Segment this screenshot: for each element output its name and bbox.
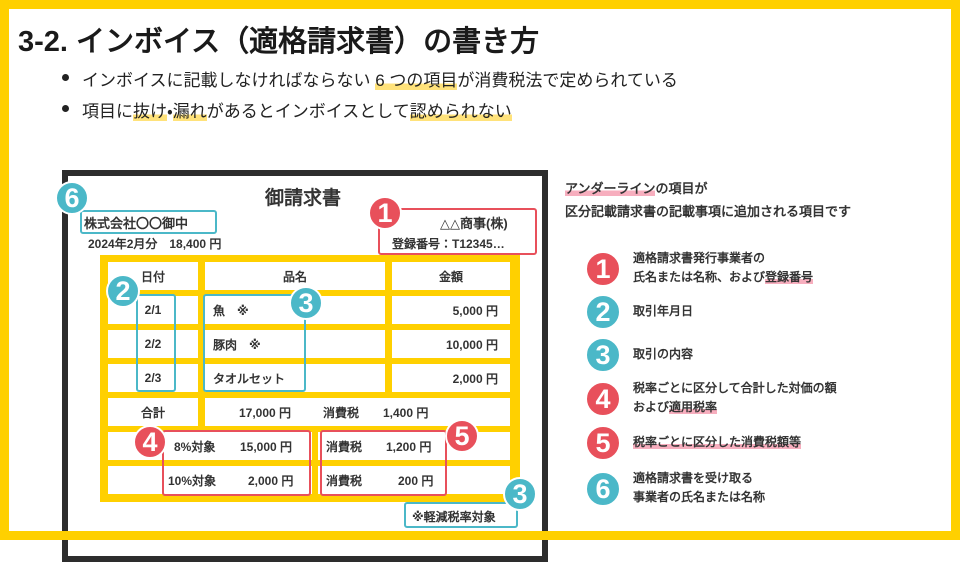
- highlight: 抜け: [133, 102, 167, 121]
- highlight: 適用税率: [669, 400, 718, 414]
- outline: [404, 502, 518, 528]
- item-cell: 豚肉 ※: [205, 330, 385, 358]
- rate-label: 10%対象: [168, 473, 217, 488]
- text: があるとインボイスとして: [206, 102, 410, 121]
- amount-cell: 5,000 円: [392, 296, 510, 324]
- outline: [378, 208, 537, 255]
- total-label: 合計: [108, 398, 198, 426]
- header-cell: 品名: [205, 262, 385, 290]
- highlight: 税率ごとに区分した消費税額等: [633, 434, 802, 449]
- note: ※軽減税率対象: [412, 510, 496, 524]
- period-amount: 2024年2月分 18,400 円: [88, 237, 222, 251]
- legend-text: 取引の内容: [633, 345, 693, 364]
- text: ・: [167, 102, 173, 121]
- text: 適格請求書発行事業者の: [633, 251, 766, 265]
- tax-label: 消費税: [326, 439, 363, 454]
- legend-number: 3: [585, 337, 621, 373]
- legend-number: 4: [585, 381, 621, 417]
- header-cell: 金額: [392, 262, 510, 290]
- marker: 2: [106, 274, 140, 308]
- legend-number: 1: [585, 251, 621, 287]
- tax-label: 消費税: [323, 405, 360, 420]
- rate-amount: 2,000 円: [248, 473, 294, 488]
- recipient: 株式会社〇〇御中: [84, 216, 189, 231]
- legend-number: 5: [585, 425, 621, 461]
- legend-number: 6: [585, 471, 621, 507]
- invoice-title: 御請求書: [265, 188, 342, 209]
- legend-text: 適格請求書を受け取る: [633, 469, 753, 488]
- marker: 4: [133, 425, 167, 459]
- legend-number: 2: [585, 294, 621, 330]
- tax-amount: 200 円: [398, 473, 434, 488]
- tax-amount: 1,400 円: [383, 405, 429, 420]
- text: 税率ごとに区分して合計した対価の額: [633, 381, 837, 395]
- text: が消費税法で定められている: [457, 71, 678, 90]
- tax-base-cell: 10%対象 2,000 円: [108, 466, 312, 494]
- bullet-dot: [62, 105, 69, 112]
- tax-cell: 消費税 200 円: [318, 466, 510, 494]
- marker: 5: [445, 419, 479, 453]
- rate-amount: 15,000 円: [240, 439, 293, 454]
- tax-amount: 1,200 円: [386, 439, 432, 454]
- marker: 3: [289, 286, 323, 320]
- marker: 1: [368, 196, 402, 230]
- bullet-dot: [62, 74, 69, 81]
- text: 氏名または名称、および: [633, 270, 766, 284]
- rate-label: 8%対象: [174, 439, 216, 454]
- legend-heading: 区分記載請求書の記載事項に追加される項目です: [565, 204, 852, 219]
- date-cell: 2/1: [108, 296, 198, 324]
- outline: [320, 430, 447, 496]
- legend-heading: アンダーラインの項目が: [565, 178, 708, 197]
- registration: 登録番号：T12345…: [392, 237, 505, 251]
- highlight: アンダーライン: [565, 181, 656, 196]
- marker: 6: [55, 181, 89, 215]
- text: 取引の内容: [633, 346, 694, 361]
- legend-text: 適格請求書発行事業者の: [633, 249, 765, 268]
- highlight: 登録番号: [765, 270, 814, 284]
- text: 取引年月日: [633, 303, 694, 318]
- date-cell: 2/2: [108, 330, 198, 358]
- marker: 3: [503, 477, 537, 511]
- amount-cell: 2,000 円: [392, 364, 510, 392]
- amount-cell: 10,000 円: [392, 330, 510, 358]
- text: 項目に: [82, 102, 133, 121]
- legend-text: 税率ごとに区分した消費税額等: [633, 433, 802, 452]
- bullet: インボイスに記載しなければならない 6 つの項目が消費税法で定められている: [82, 66, 678, 91]
- outline: [136, 294, 176, 392]
- slide-title: 3-2. インボイス（適格請求書）の書き方: [18, 26, 540, 58]
- legend-text: 取引年月日: [633, 302, 693, 321]
- legend-text: 事業者の氏名または名称: [633, 488, 765, 507]
- total-amount: 17,000 円: [239, 405, 292, 420]
- text: インボイスに記載しなければならない: [82, 71, 376, 90]
- item-cell: タオルセット: [205, 364, 385, 392]
- legend-text: 氏名または名称、および登録番号: [633, 268, 814, 287]
- text: 事業者の氏名または名称: [633, 490, 766, 504]
- highlight: 6 つの項目: [375, 71, 458, 90]
- outline: [203, 294, 306, 392]
- outline: [80, 210, 217, 234]
- bullet: 項目に抜け・漏れがあるとインボイスとして認められない: [82, 97, 512, 122]
- highlight: 認められない: [409, 102, 512, 121]
- legend-text: 税率ごとに区分して合計した対価の額: [633, 379, 837, 398]
- date-cell: 2/3: [108, 364, 198, 392]
- issuer: △△商事(株): [440, 216, 508, 231]
- text: の項目が: [655, 181, 708, 196]
- text: および: [633, 400, 670, 414]
- outline: [162, 430, 311, 496]
- legend-text: および適用税率: [633, 398, 718, 417]
- text: 適格請求書を受け取る: [633, 471, 754, 485]
- tax-label: 消費税: [326, 473, 363, 488]
- highlight: 漏れ: [172, 102, 207, 121]
